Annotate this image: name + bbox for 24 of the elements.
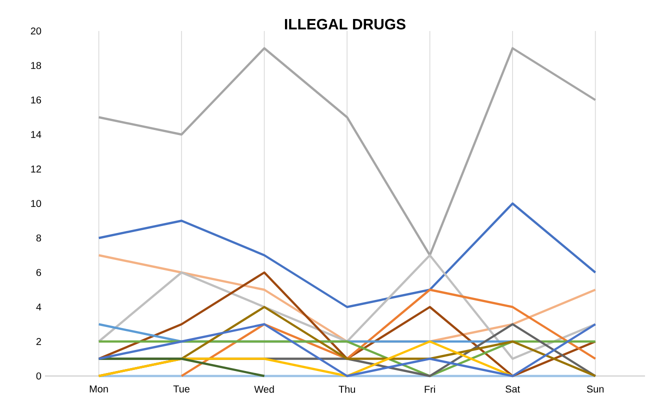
line-series <box>98 254 596 360</box>
y-tick-label: 18 <box>31 62 42 70</box>
x-tick-label: Mon <box>90 385 108 392</box>
y-tick-label: 14 <box>31 131 42 138</box>
y-tick-label: 4 <box>36 304 42 310</box>
x-tick-label: Fri <box>424 386 435 393</box>
y-tick-label: 0 <box>36 372 42 380</box>
line-series <box>180 288 596 378</box>
x-tick-label: Wed <box>254 386 274 393</box>
y-tick-label: 6 <box>36 268 42 276</box>
y-tick-label: 12 <box>31 166 41 172</box>
line-series <box>98 202 596 308</box>
y-tick-label: 2 <box>36 338 41 345</box>
y-tick-label: 10 <box>31 200 42 208</box>
chart-title: ILLEGAL DRUGS <box>284 18 406 30</box>
line-series <box>98 47 596 256</box>
x-tick-label: Thu <box>338 386 355 393</box>
x-tick-label: Tue <box>173 385 190 392</box>
x-tick-label: Sun <box>586 386 604 393</box>
line-series <box>98 271 596 378</box>
y-tick-label: 8 <box>36 234 42 242</box>
y-tick-label: 16 <box>31 96 42 104</box>
y-tick-label: 20 <box>30 27 42 35</box>
x-tick-label: Sat <box>506 386 520 393</box>
